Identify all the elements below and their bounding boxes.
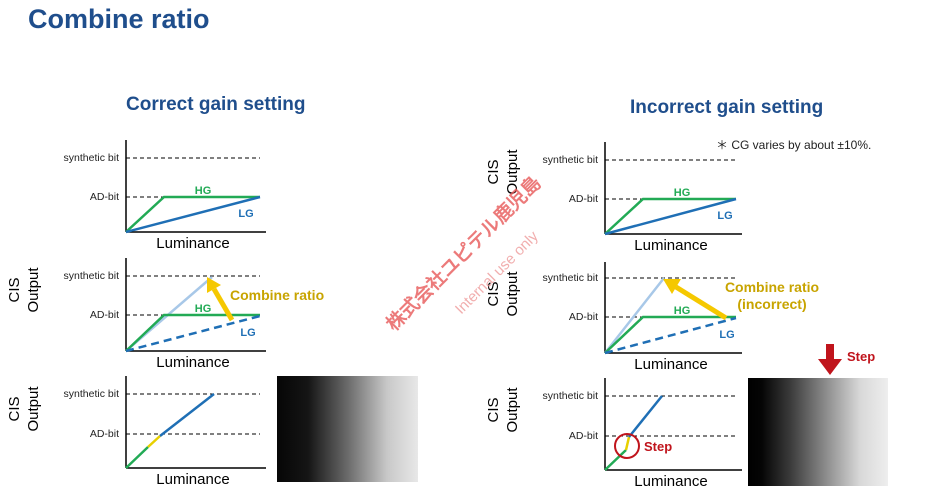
synthetic-bit-label: synthetic bit <box>543 390 599 402</box>
combined-line-green <box>126 447 148 468</box>
hg-label: HG <box>674 305 691 317</box>
luminance-label: Luminance <box>156 471 229 488</box>
output-label: Output <box>504 271 521 317</box>
combined-line-blue <box>160 394 214 436</box>
left-gradient-image <box>277 376 418 482</box>
synthetic-bit-label: synthetic bit <box>64 270 120 282</box>
lg-label: LG <box>240 327 255 339</box>
lg-label: LG <box>717 210 732 222</box>
hg-label: HG <box>195 303 212 315</box>
scaled-lg-line <box>605 278 664 353</box>
luminance-label: Luminance <box>156 235 229 252</box>
left-graph-3: CIS Output synthetic bit AD-bit Luminanc… <box>6 376 266 488</box>
ad-bit-label: AD-bit <box>569 430 598 442</box>
ad-bit-label: AD-bit <box>569 311 598 323</box>
output-label: Output <box>504 387 521 433</box>
hg-label: HG <box>195 185 212 197</box>
right-graph-2: CIS Output synthetic bit AD-bit Combine … <box>485 262 819 373</box>
ad-bit-label: AD-bit <box>90 191 119 203</box>
combine-ratio-label: Combine ratio <box>725 279 819 295</box>
synthetic-bit-label: synthetic bit <box>543 272 599 284</box>
cis-label: CIS <box>6 277 23 302</box>
synthetic-bit-label: synthetic bit <box>543 154 599 166</box>
output-label: Output <box>25 267 42 313</box>
lg-label: LG <box>719 329 734 341</box>
combine-ratio-label: Combine ratio <box>230 287 324 303</box>
left-graph-1: synthetic bit AD-bit HG LG Luminance <box>64 140 266 252</box>
step-label: Step <box>644 439 672 454</box>
left-graph-2: CIS Output synthetic bit AD-bit Combine … <box>6 258 324 371</box>
hg-label: HG <box>674 187 691 199</box>
step-down-arrow: Step <box>818 344 875 375</box>
synthetic-bit-label: synthetic bit <box>64 152 120 164</box>
cis-label: CIS <box>485 159 502 184</box>
combined-line-green <box>605 450 626 470</box>
combined-line-yellow <box>148 436 160 447</box>
ad-bit-label: AD-bit <box>569 193 598 205</box>
luminance-label: Luminance <box>634 237 707 254</box>
combine-ratio-incorrect-label: (incorrect) <box>737 296 806 312</box>
ad-bit-label: AD-bit <box>90 309 119 321</box>
step-arrow-label: Step <box>847 349 875 364</box>
lg-label: LG <box>238 208 253 220</box>
combined-line-yellow <box>626 437 629 450</box>
cis-label: CIS <box>6 396 23 421</box>
output-label: Output <box>25 386 42 432</box>
ad-bit-label: AD-bit <box>90 428 119 440</box>
right-graph-3: CIS Output synthetic bit AD-bit Step Lum… <box>485 378 742 488</box>
right-gradient-image <box>748 378 888 486</box>
synthetic-bit-label: synthetic bit <box>64 388 120 400</box>
luminance-label: Luminance <box>156 354 229 371</box>
combined-line-blue <box>629 396 662 437</box>
luminance-label: Luminance <box>634 356 707 373</box>
cis-label: CIS <box>485 397 502 422</box>
luminance-label: Luminance <box>634 473 707 488</box>
